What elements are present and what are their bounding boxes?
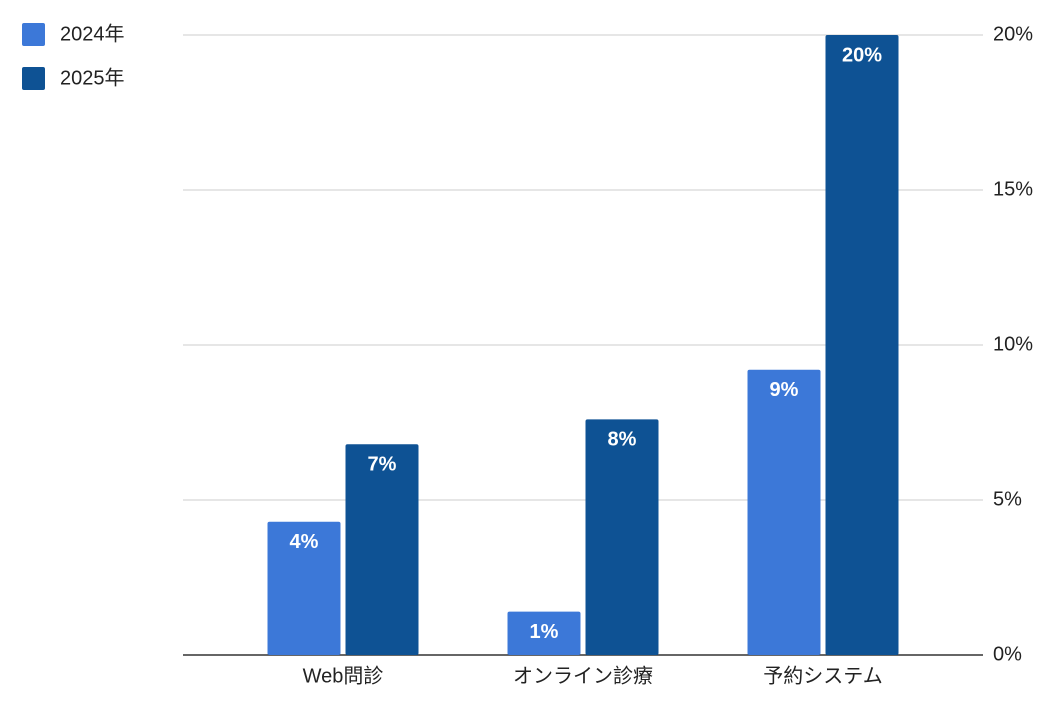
legend-label: 2025年	[60, 66, 125, 89]
y-tick-label: 15%	[993, 178, 1033, 200]
x-tick-label: Web問診	[303, 664, 384, 687]
y-tick-label: 0%	[993, 643, 1022, 665]
legend-swatch	[22, 23, 45, 46]
y-tick-label: 20%	[993, 23, 1033, 45]
bar	[825, 35, 899, 655]
y-tick-label: 5%	[993, 488, 1022, 510]
legend-label: 2024年	[60, 22, 125, 45]
value-label: 8%	[608, 429, 637, 451]
bar	[747, 369, 821, 655]
value-label: 4%	[290, 531, 319, 553]
bar	[507, 611, 581, 655]
legend-swatch	[22, 67, 45, 90]
y-tick-label: 10%	[993, 333, 1033, 355]
value-label: 1%	[530, 621, 559, 643]
value-label: 9%	[770, 379, 799, 401]
x-tick-label: オンライン診療	[513, 664, 653, 687]
x-tick-label: 予約システム	[763, 664, 882, 687]
bar	[585, 419, 659, 655]
value-label: 20%	[842, 44, 882, 66]
bar	[345, 444, 419, 655]
bar	[267, 521, 341, 655]
value-label: 7%	[368, 453, 397, 475]
